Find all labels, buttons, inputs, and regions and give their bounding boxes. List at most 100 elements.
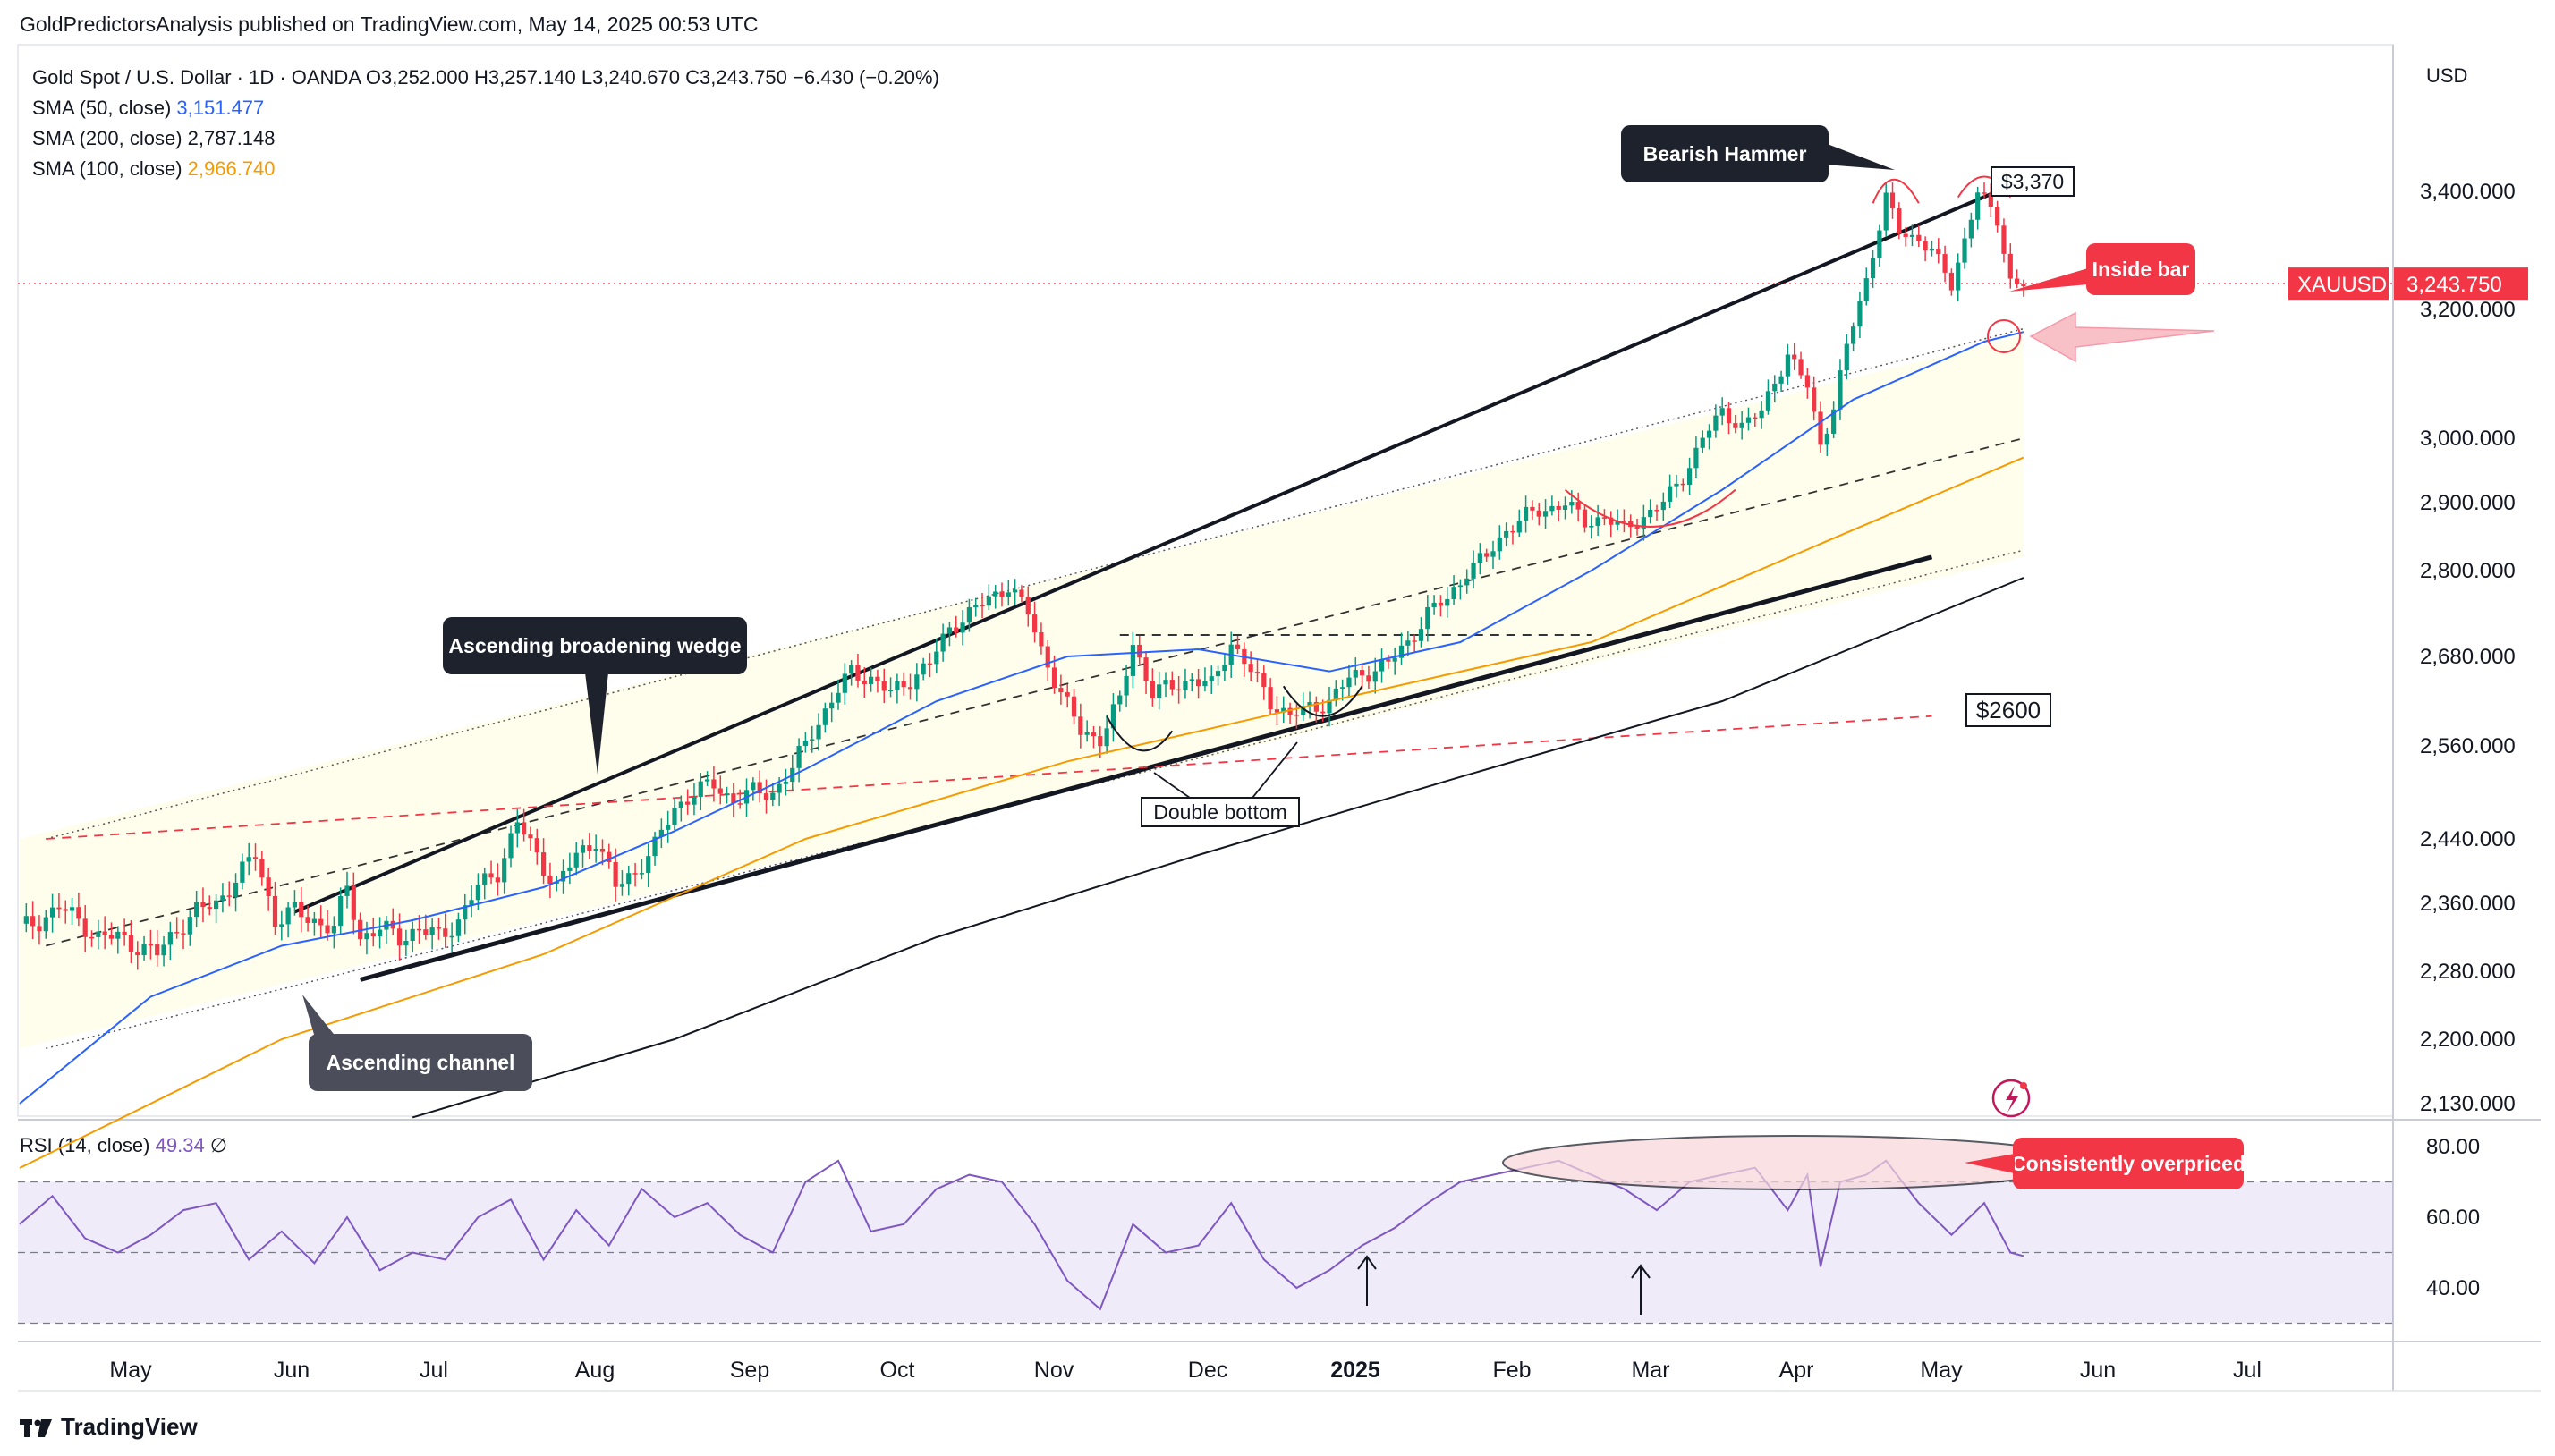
rsi-label: RSI (14, close) (20, 1134, 150, 1156)
candle-body (1372, 671, 1378, 682)
candle-body (946, 627, 953, 634)
candle-body (226, 895, 232, 897)
candle-body (76, 907, 81, 919)
candle-body (1595, 517, 1600, 526)
candle-body (272, 895, 278, 927)
sma100-line (19, 456, 2024, 1169)
candle-body (495, 877, 500, 883)
ohlc-change: −6.430 (−0.20%) (793, 66, 939, 89)
tradingview-brand[interactable]: TradingView (20, 1413, 198, 1441)
candle-body (646, 856, 651, 874)
candle-body (1025, 597, 1031, 615)
candle-body (1804, 375, 1810, 388)
candle-body (1562, 505, 1568, 510)
candle-body (1968, 219, 1974, 239)
candle-body (986, 596, 991, 606)
sma50-row: SMA (50, close) 3,151.477 (32, 93, 939, 123)
candle-body (1471, 563, 1476, 579)
candle-body (567, 867, 573, 871)
double-bottom-box (1141, 797, 1300, 827)
candle-body (1445, 598, 1450, 606)
candle-body (266, 877, 271, 896)
candle-body (488, 873, 494, 878)
candle-body (548, 875, 553, 884)
candle-body (855, 665, 861, 681)
inside-bar-pointer (2009, 268, 2088, 292)
candle-body (1942, 254, 1948, 273)
currency-label[interactable]: USD (2426, 64, 2468, 87)
candle-body (613, 861, 618, 887)
lightning-icon-ring (1991, 1079, 2031, 1118)
candle-body (1032, 614, 1038, 633)
candle-body (1863, 278, 1869, 301)
candle-body (1883, 192, 1889, 231)
ascending-channel-callout: Ascending channel (309, 1034, 532, 1091)
channel-pointer (302, 995, 336, 1037)
candle-body (1379, 659, 1385, 672)
candle-body (783, 782, 789, 784)
candle-body (108, 935, 115, 939)
candle-body (1091, 732, 1097, 737)
candle-body (233, 882, 239, 897)
rsi-pane[interactable] (18, 1135, 2393, 1325)
candle-body (1261, 673, 1267, 688)
candle-body (285, 907, 291, 925)
candle-body (1549, 505, 1555, 512)
candle-body (514, 822, 520, 834)
candle-body (842, 673, 847, 693)
candle-body (999, 591, 1005, 597)
candle-body (1726, 408, 1732, 424)
price-tick-label: 2,560.000 (2420, 734, 2516, 758)
broadening-wedge-callout-text: Ascending broadening wedge (448, 634, 741, 657)
candle-body (1654, 509, 1659, 512)
candle-body (1897, 207, 1902, 234)
candle-body (475, 885, 480, 901)
candle-body (364, 933, 369, 940)
candle-body (560, 870, 566, 882)
rsi-up-arrow-head (1357, 1255, 1377, 1270)
bearish-hammer-callout-text: Bearish Hammer (1643, 142, 1807, 165)
rsi-tick-label: 80.00 (2426, 1135, 2480, 1159)
candle-body (587, 845, 592, 851)
candle-body (593, 848, 598, 851)
candle-body (396, 928, 403, 946)
candle-body (1569, 502, 1575, 506)
candle-body (1065, 692, 1070, 697)
sma50-label: SMA (50, close) (32, 97, 172, 119)
candle-body (318, 918, 324, 926)
candle-body (829, 702, 835, 709)
candle-body (541, 852, 547, 876)
candle-body (901, 681, 906, 688)
candle-body (1405, 640, 1411, 646)
double-bottom-arrow-2 (1252, 741, 1298, 799)
candle-body (1078, 716, 1083, 735)
ascending-channel-callout-text: Ascending channel (327, 1051, 515, 1074)
candle-body (1621, 521, 1626, 522)
candle-body (796, 746, 802, 768)
candle-body (69, 907, 75, 911)
last-price-box (2394, 267, 2528, 301)
candle-body (1530, 506, 1535, 511)
ohlc-close: C3,243.750 (685, 66, 787, 89)
bottom-arc-2 (1282, 685, 1363, 717)
candle-body (1693, 447, 1699, 469)
candle-body (1923, 241, 1928, 251)
candle-body (1137, 645, 1142, 658)
candle-body (1962, 238, 1967, 263)
candle-body (1870, 258, 1876, 279)
time-tick-label: Mar (1631, 1358, 1669, 1383)
candle-body (1916, 234, 1922, 241)
axes: 3,400.000 3,200.000 3,000.000 2,900.000 2,80… (109, 180, 2528, 1383)
price-pane[interactable] (18, 182, 2393, 1169)
candle-body (869, 676, 874, 685)
candle-body (1936, 249, 1941, 255)
candle-body (207, 907, 212, 910)
candle-body (960, 622, 965, 633)
time-tick-label: May (1920, 1358, 1963, 1383)
last-price-symbol-box (2288, 267, 2389, 301)
candle-body (1464, 578, 1470, 586)
candle-body (1615, 521, 1620, 525)
candle-body (122, 931, 127, 935)
time-tick-label: Nov (1034, 1358, 1074, 1383)
